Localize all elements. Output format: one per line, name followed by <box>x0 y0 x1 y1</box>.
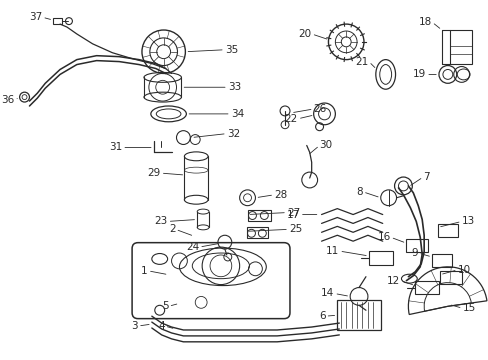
Text: 9: 9 <box>411 248 417 258</box>
Text: 1: 1 <box>141 266 147 276</box>
Text: 2: 2 <box>168 224 175 234</box>
Bar <box>337 300 380 330</box>
Bar <box>439 271 461 284</box>
Bar <box>368 251 392 265</box>
Text: 19: 19 <box>412 69 425 80</box>
Text: 27: 27 <box>286 208 300 217</box>
Text: 17: 17 <box>286 210 299 220</box>
Text: 28: 28 <box>274 190 287 200</box>
Text: 16: 16 <box>377 232 390 242</box>
Text: 34: 34 <box>230 109 244 119</box>
Text: 12: 12 <box>386 276 400 285</box>
Text: 26: 26 <box>313 104 326 114</box>
Bar <box>406 239 427 252</box>
Text: 23: 23 <box>154 216 167 226</box>
Text: 6: 6 <box>318 311 325 321</box>
Text: 14: 14 <box>321 288 334 298</box>
Text: 24: 24 <box>185 242 199 252</box>
Bar <box>53 18 62 24</box>
Text: 10: 10 <box>457 265 470 275</box>
Text: 21: 21 <box>355 57 368 67</box>
Text: 15: 15 <box>462 303 475 313</box>
Text: 25: 25 <box>288 224 302 234</box>
Text: 4: 4 <box>158 321 164 331</box>
Text: 7: 7 <box>422 172 429 182</box>
Bar <box>246 228 268 238</box>
Text: 8: 8 <box>356 187 362 197</box>
Text: 3: 3 <box>131 321 138 331</box>
Text: 30: 30 <box>319 140 332 150</box>
Text: 31: 31 <box>109 143 122 152</box>
Text: 36: 36 <box>1 95 15 105</box>
Text: 18: 18 <box>418 17 431 27</box>
Bar <box>449 30 470 64</box>
Text: 13: 13 <box>461 216 474 226</box>
Text: 5: 5 <box>162 301 168 311</box>
Bar <box>437 224 457 237</box>
Text: 32: 32 <box>226 129 240 139</box>
Text: 35: 35 <box>224 45 238 55</box>
Bar <box>414 281 438 294</box>
Bar <box>431 254 451 267</box>
Text: 29: 29 <box>147 168 161 178</box>
Text: 22: 22 <box>284 114 297 124</box>
Bar <box>247 210 271 221</box>
Text: 20: 20 <box>298 29 311 39</box>
Text: 11: 11 <box>325 246 339 256</box>
Text: 33: 33 <box>227 82 241 92</box>
Text: 37: 37 <box>29 12 42 22</box>
